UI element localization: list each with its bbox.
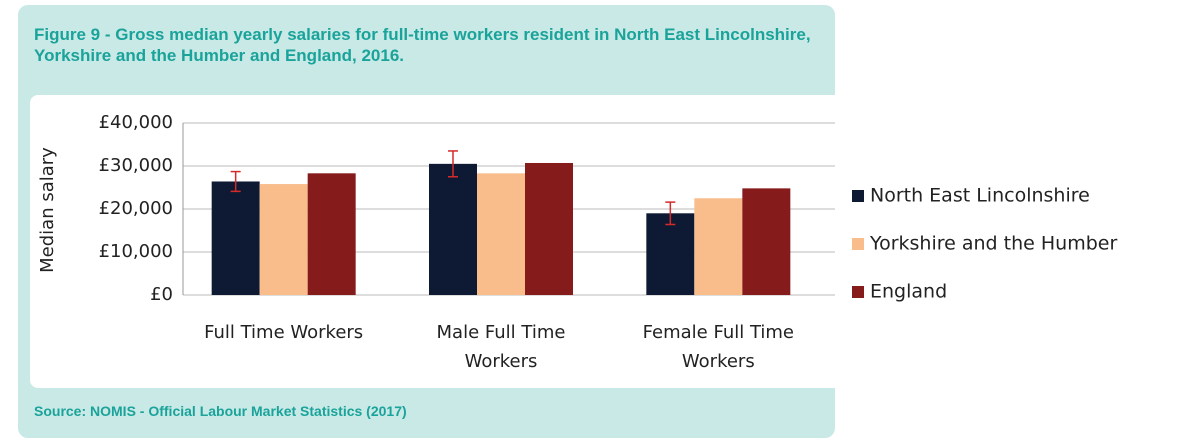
legend-label: England (870, 281, 947, 303)
bar (477, 173, 525, 295)
x-tick-label: Full Time Workers (204, 322, 364, 343)
legend-swatch (852, 286, 864, 298)
y-tick-label: £10,000 (99, 241, 173, 262)
x-tick-label: Male Full Time Workers (436, 322, 566, 372)
y-tick-label: £20,000 (99, 198, 173, 219)
chart-title: Figure 9 - Gross median yearly salaries … (34, 25, 811, 65)
bar (742, 188, 791, 295)
x-tick-label: Female Full Time Workers (642, 322, 794, 372)
bar (694, 198, 743, 295)
legend-label: Yorkshire and the Humber (869, 233, 1117, 255)
source-note: Source: NOMIS - Official Labour Market S… (34, 403, 407, 419)
legend-swatch (852, 238, 864, 250)
bar (259, 184, 308, 295)
bar (646, 213, 695, 295)
legend-label: North East Lincolnshire (870, 185, 1090, 207)
y-tick-label: £30,000 (99, 155, 173, 176)
bar (429, 163, 477, 295)
legend-swatch (852, 190, 864, 202)
bar (525, 162, 573, 295)
y-tick-label: £40,000 (99, 112, 173, 133)
bar (211, 181, 260, 295)
bar (307, 173, 356, 295)
y-tick-label: £0 (150, 284, 173, 305)
y-axis-label: Median salary (37, 147, 58, 273)
